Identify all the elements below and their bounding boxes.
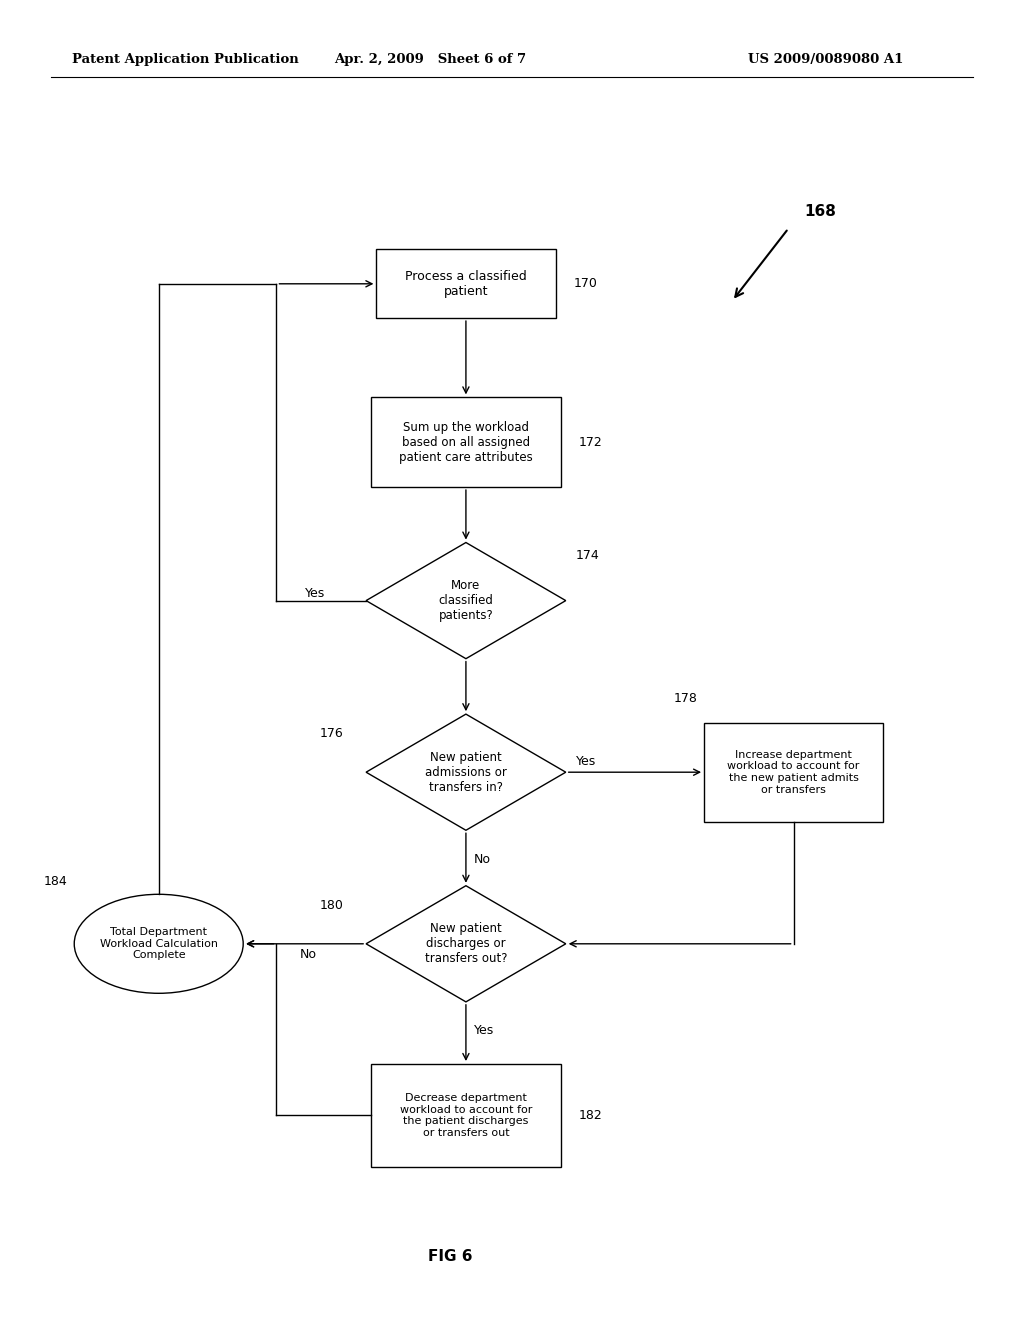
Text: US 2009/0089080 A1: US 2009/0089080 A1 — [748, 53, 903, 66]
Text: More
classified
patients?: More classified patients? — [438, 579, 494, 622]
Text: Increase department
workload to account for
the new patient admits
or transfers: Increase department workload to account … — [727, 750, 860, 795]
Text: New patient
discharges or
transfers out?: New patient discharges or transfers out? — [425, 923, 507, 965]
Text: FIG 6: FIG 6 — [428, 1249, 473, 1265]
Text: 180: 180 — [321, 899, 344, 912]
Polygon shape — [367, 543, 565, 659]
Text: Process a classified
patient: Process a classified patient — [406, 269, 526, 298]
Text: No: No — [300, 948, 316, 961]
Text: New patient
admissions or
transfers in?: New patient admissions or transfers in? — [425, 751, 507, 793]
Text: No: No — [474, 853, 492, 866]
Text: 178: 178 — [674, 693, 697, 705]
Text: 176: 176 — [321, 727, 344, 741]
Text: 174: 174 — [575, 549, 600, 562]
Text: 172: 172 — [580, 436, 603, 449]
Text: Yes: Yes — [305, 587, 325, 601]
Text: Sum up the workload
based on all assigned
patient care attributes: Sum up the workload based on all assigne… — [399, 421, 532, 463]
FancyBboxPatch shape — [377, 249, 555, 318]
Text: 168: 168 — [804, 203, 836, 219]
FancyBboxPatch shape — [372, 1064, 561, 1167]
Polygon shape — [367, 714, 565, 830]
Text: Total Department
Workload Calculation
Complete: Total Department Workload Calculation Co… — [99, 927, 218, 961]
Text: 170: 170 — [573, 277, 598, 290]
Ellipse shape — [74, 895, 244, 993]
Text: 184: 184 — [43, 875, 68, 887]
Text: Patent Application Publication: Patent Application Publication — [72, 53, 298, 66]
Text: Apr. 2, 2009   Sheet 6 of 7: Apr. 2, 2009 Sheet 6 of 7 — [334, 53, 526, 66]
Text: 182: 182 — [580, 1109, 603, 1122]
Text: Yes: Yes — [575, 755, 596, 768]
Text: Decrease department
workload to account for
the patient discharges
or transfers : Decrease department workload to account … — [399, 1093, 532, 1138]
FancyBboxPatch shape — [705, 722, 883, 821]
FancyBboxPatch shape — [372, 397, 561, 487]
Polygon shape — [367, 886, 565, 1002]
Text: Yes: Yes — [474, 1024, 495, 1038]
